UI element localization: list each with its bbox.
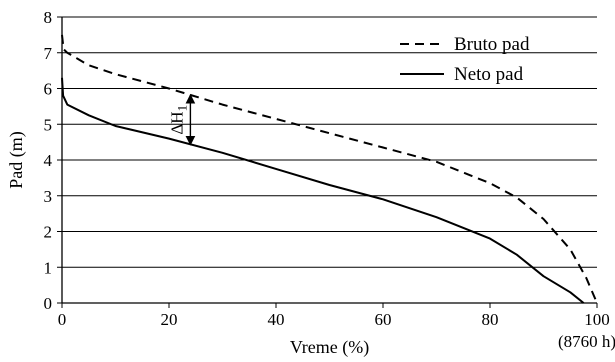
x-tick-label-60: 60 xyxy=(375,310,392,329)
legend: Bruto pad Neto pad xyxy=(400,34,530,85)
annotation-layer: ΔH1 xyxy=(167,93,196,146)
delta-h-symbol: ΔH xyxy=(167,111,186,134)
y-tick-label-2: 2 xyxy=(44,223,53,242)
x-axis-extra-label: (8760 h) xyxy=(558,332,615,351)
x-tick-label-20: 20 xyxy=(161,310,178,329)
x-tick-label-40: 40 xyxy=(268,310,285,329)
x-axis-title: Vreme (%) xyxy=(290,337,369,358)
series-line-neto-pad xyxy=(61,77,585,304)
y-tick-label-5: 5 xyxy=(44,115,53,134)
y-tick-label-7: 7 xyxy=(44,44,53,63)
y-axis-title: Pad (m) xyxy=(6,131,27,189)
y-tick-label-1: 1 xyxy=(44,258,53,277)
y-tick-label-6: 6 xyxy=(44,80,53,99)
legend-label-1: Neto pad xyxy=(454,64,524,85)
legend-label-0: Bruto pad xyxy=(454,34,530,55)
x-tick-label-0: 0 xyxy=(58,310,67,329)
x-tick-label-100: 100 xyxy=(584,310,610,329)
series-line-bruto-pad xyxy=(61,34,598,304)
grid-lines xyxy=(62,16,597,268)
y-tick-label-0: 0 xyxy=(44,294,53,313)
series-layer xyxy=(61,34,598,304)
y-tick-label-8: 8 xyxy=(44,8,53,27)
delta-h-subscript: 1 xyxy=(174,105,189,112)
axes xyxy=(57,16,598,308)
x-tick-label-80: 80 xyxy=(482,310,499,329)
delta-h-label: ΔH1 xyxy=(167,105,189,135)
y-tick-label-3: 3 xyxy=(44,187,53,206)
y-tick-label-4: 4 xyxy=(44,151,53,170)
